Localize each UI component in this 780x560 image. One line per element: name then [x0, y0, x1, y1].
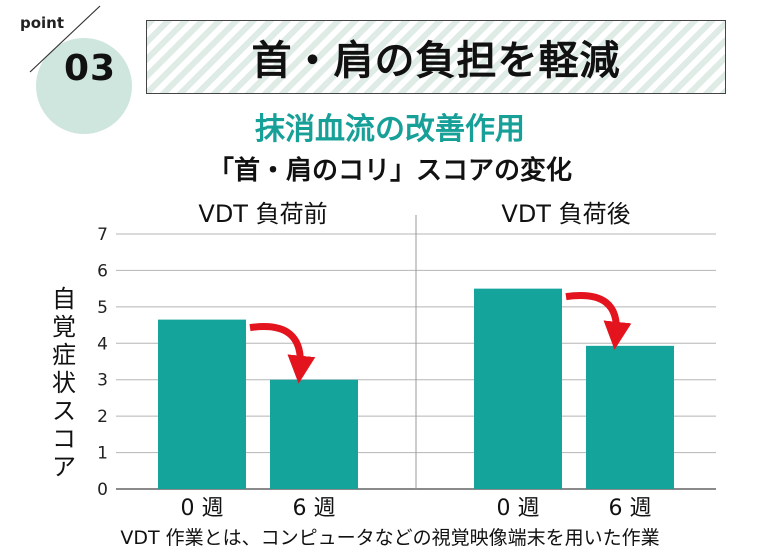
x-tick-label: 6 週 — [293, 496, 336, 521]
point-number: 03 — [64, 48, 117, 89]
decrease-arrow — [249, 323, 316, 384]
bar — [158, 319, 246, 489]
y-tick-label: 5 — [97, 298, 108, 318]
y-axis-label: 自覚症状スコア — [52, 285, 76, 481]
y-tick-label: 2 — [97, 407, 108, 427]
y-tick-label: 0 — [97, 480, 108, 500]
subtitle: 抹消血流の改善作用 — [255, 112, 525, 147]
bar — [586, 345, 674, 489]
x-tick-label: 0 週 — [181, 496, 224, 521]
bar — [474, 288, 562, 489]
y-tick-label: 3 — [97, 371, 108, 391]
point-label: point — [20, 14, 65, 32]
title-banner — [146, 20, 726, 94]
decrease-arrow — [565, 292, 632, 350]
chart-title: 「首・肩のコリ」スコアの変化 — [207, 156, 572, 186]
y-tick-label: 7 — [97, 225, 108, 245]
point-badge — [36, 38, 132, 134]
point-slash-line — [29, 5, 101, 73]
y-tick-label: 6 — [97, 261, 108, 281]
bar — [270, 379, 358, 489]
page-title: 首・肩の負担を軽減 — [251, 38, 621, 84]
y-tick-label: 1 — [97, 444, 108, 464]
x-tick-label: 6 週 — [609, 496, 652, 521]
footnote: VDT 作業とは、コンピュータなどの視覚映像端末を用いた作業 — [120, 527, 660, 549]
y-tick-label: 4 — [97, 334, 108, 354]
panel-label-before: VDT 負荷前 — [198, 200, 328, 228]
panel-label-after: VDT 負荷後 — [501, 200, 631, 228]
x-tick-label: 0 週 — [497, 496, 540, 521]
